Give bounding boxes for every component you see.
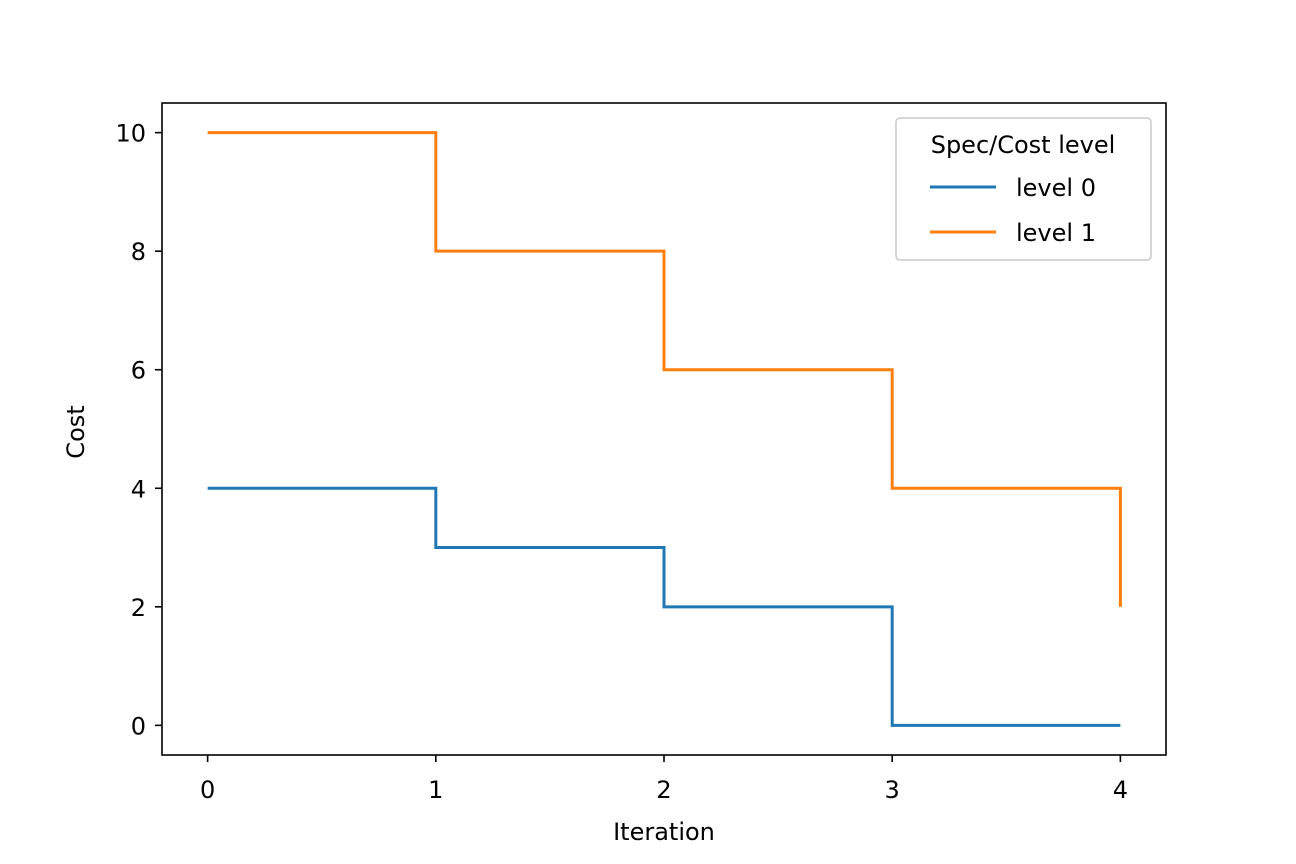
x-axis-ticks: 0 1 2 3 4: [200, 755, 1128, 804]
legend-label-level-0: level 0: [1016, 174, 1096, 202]
legend-label-level-1: level 1: [1016, 219, 1096, 247]
series-layer: [207, 131, 1122, 727]
x-tick-label: 0: [200, 776, 215, 804]
series-line-level-1: [207, 131, 1122, 607]
legend-box: [895, 117, 1152, 261]
legend-title: Spec/Cost level: [931, 131, 1116, 159]
x-tick-label: 4: [1113, 776, 1128, 804]
series-line-level-0: [207, 486, 1121, 727]
legend: Spec/Cost level level 0 level 1: [895, 117, 1152, 261]
y-tick-label: 2: [131, 594, 146, 622]
x-tick-label: 1: [428, 776, 443, 804]
y-axis-label: Cost: [62, 405, 90, 458]
y-tick-label: 4: [131, 475, 146, 503]
y-axis-ticks: 0 2 4 6 8 10: [115, 120, 162, 740]
y-tick-label: 0: [131, 712, 146, 740]
y-tick-label: 8: [131, 238, 146, 266]
x-tick-label: 3: [885, 776, 900, 804]
x-axis-label: Iteration: [613, 818, 715, 846]
y-tick-label: 6: [131, 357, 146, 385]
x-tick-label: 2: [656, 776, 671, 804]
y-tick-label: 10: [115, 120, 146, 148]
